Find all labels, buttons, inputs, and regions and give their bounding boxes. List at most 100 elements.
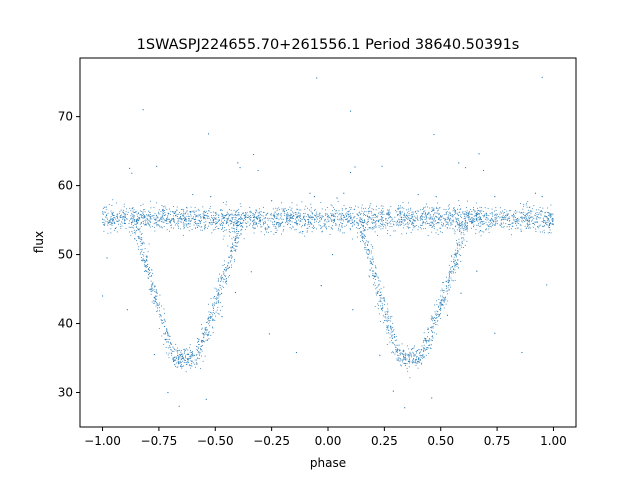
data-point <box>157 292 159 294</box>
data-point <box>374 306 376 308</box>
data-point <box>459 229 461 231</box>
data-point <box>416 356 418 358</box>
data-point <box>222 264 224 266</box>
data-point <box>412 354 414 356</box>
data-point <box>334 216 336 218</box>
data-point <box>214 212 216 214</box>
data-point <box>430 330 432 332</box>
data-point <box>439 303 441 305</box>
data-point <box>502 212 504 214</box>
data-point <box>550 232 552 234</box>
data-point <box>509 218 510 220</box>
data-point <box>455 239 457 241</box>
data-point <box>142 259 144 261</box>
data-point <box>134 232 136 234</box>
data-point <box>460 244 462 246</box>
data-point <box>301 230 303 232</box>
data-point <box>166 352 168 354</box>
data-point <box>131 213 133 215</box>
data-point <box>184 351 186 353</box>
data-point <box>225 270 227 272</box>
data-point <box>397 351 399 353</box>
data-point <box>376 220 378 222</box>
data-point <box>425 347 427 349</box>
data-point <box>237 224 239 226</box>
data-point <box>454 254 456 256</box>
data-point <box>386 222 388 224</box>
data-point <box>386 313 388 315</box>
data-point <box>354 216 356 218</box>
data-point <box>397 213 399 215</box>
data-point <box>314 221 316 223</box>
data-point <box>208 217 210 219</box>
data-point <box>182 358 184 360</box>
data-point <box>187 353 189 355</box>
data-point <box>233 260 235 262</box>
data-point <box>521 351 523 354</box>
data-point <box>425 354 427 356</box>
data-point <box>502 210 504 212</box>
data-point <box>475 212 477 214</box>
data-point <box>314 219 316 221</box>
data-point <box>457 229 459 231</box>
data-point <box>515 217 517 219</box>
data-point <box>249 219 251 221</box>
data-point <box>382 205 384 207</box>
data-point <box>503 222 505 224</box>
data-point <box>236 233 238 235</box>
data-point <box>336 218 338 220</box>
data-point <box>446 211 448 213</box>
data-point <box>398 350 400 352</box>
data-point <box>424 222 426 224</box>
data-point <box>456 264 458 266</box>
data-point <box>214 226 216 228</box>
data-point <box>332 210 334 212</box>
data-point <box>148 215 150 217</box>
data-point <box>421 362 423 364</box>
data-point <box>256 218 258 220</box>
data-point <box>375 267 377 269</box>
data-point <box>221 285 223 287</box>
data-point <box>186 224 188 226</box>
data-point <box>383 303 385 305</box>
data-point <box>169 214 171 216</box>
data-point <box>378 280 380 282</box>
data-point <box>237 162 239 164</box>
data-point <box>149 221 151 223</box>
data-point <box>442 290 444 292</box>
data-point <box>162 319 164 321</box>
data-point <box>197 226 199 228</box>
data-point <box>546 223 548 225</box>
data-point <box>322 216 324 218</box>
data-point <box>182 223 184 225</box>
data-point <box>488 215 490 217</box>
data-point <box>200 355 202 357</box>
data-point <box>190 361 192 363</box>
data-point <box>522 221 524 223</box>
data-point <box>144 216 146 218</box>
data-point <box>167 213 169 215</box>
data-point <box>464 227 466 229</box>
data-point <box>338 225 340 227</box>
data-point <box>406 226 408 228</box>
data-point <box>200 328 202 330</box>
data-point <box>525 216 527 218</box>
data-point <box>415 359 417 361</box>
data-point <box>528 207 530 209</box>
data-point <box>151 225 153 227</box>
data-point <box>401 211 403 213</box>
data-point <box>231 217 233 219</box>
data-point <box>451 270 453 272</box>
data-point <box>126 309 128 311</box>
data-point <box>494 196 496 198</box>
data-point <box>116 216 118 218</box>
data-point <box>206 339 208 341</box>
data-point <box>398 205 400 207</box>
data-point <box>167 338 169 340</box>
data-point <box>418 210 420 212</box>
data-point <box>201 341 203 343</box>
data-point <box>418 359 420 361</box>
data-point <box>139 238 141 240</box>
data-point <box>152 289 154 291</box>
data-point <box>279 214 281 216</box>
